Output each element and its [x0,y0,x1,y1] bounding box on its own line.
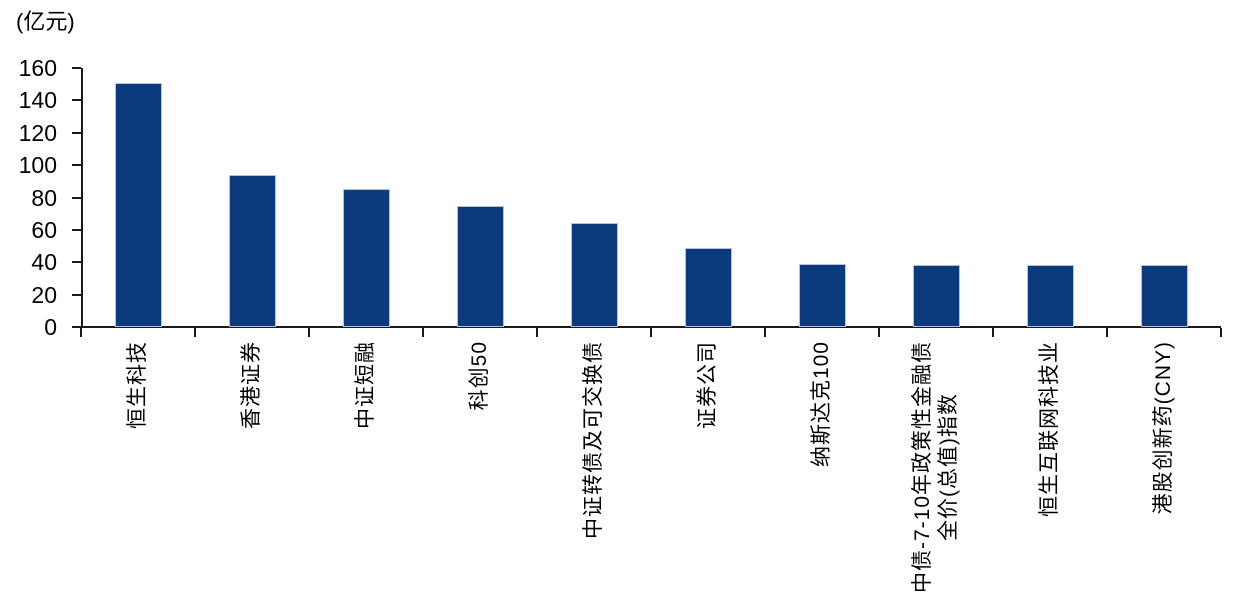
x-axis-tick [1106,328,1108,337]
y-axis-tick [72,67,81,69]
x-axis-category-label: 港股创新药(CNY) [1152,341,1175,515]
y-axis-unit-label: (亿元) [16,9,75,34]
y-axis-tick [72,293,81,296]
y-axis-tick-label: 0 [44,314,57,340]
x-axis-tick [650,328,652,337]
bar [684,247,732,327]
y-axis-tick-label: 100 [18,152,57,179]
y-axis-tick-label: 20 [31,281,57,308]
x-axis-category-label: 恒生互联网科技业 [1038,341,1061,517]
bar [228,174,276,327]
bar [912,265,960,327]
x-axis-tick [992,328,994,337]
y-axis-tick [72,164,81,167]
x-axis-line [81,326,1221,328]
bar [798,263,846,327]
bar [114,82,162,327]
x-axis-category-label: 科创50 [468,341,491,411]
x-axis-tick [764,328,766,337]
y-axis-tick [72,326,81,328]
y-axis-tick [72,131,81,134]
bar [570,223,618,327]
x-axis-tick [1220,328,1222,337]
y-axis-tick-label: 60 [31,216,57,243]
x-axis-tick [80,328,82,337]
x-axis-tick [194,328,196,337]
y-axis-tick [72,99,81,102]
y-axis-tick [72,261,81,264]
y-axis-tick [72,228,81,231]
bar [1140,265,1188,327]
x-axis-tick [878,328,880,337]
x-axis-tick [422,328,424,337]
y-axis-tick-label: 40 [31,249,57,276]
x-axis-category-label: 香港证券 [240,341,263,429]
x-axis-category-label: 中证短融 [354,341,377,429]
y-axis-tick [72,196,81,199]
x-axis-category-label: 中证转债及可交换债 [582,341,605,539]
y-axis-line [81,68,83,327]
y-axis-tick-label: 140 [18,87,57,114]
x-axis-category-label: 恒生科技 [126,341,149,429]
x-axis-category-label: 中债-7-10年政策性金融债 全价(总值)指数 [911,341,960,594]
y-axis-tick-label: 80 [31,184,57,211]
x-axis-tick [308,328,310,337]
bar [342,189,390,327]
x-axis-tick [536,328,538,337]
bar [1026,265,1074,327]
bar [456,205,504,327]
y-axis-tick-label: 120 [18,119,57,146]
y-axis-tick-label: 160 [18,55,57,81]
x-axis-category-label: 纳斯达克100 [810,341,833,468]
x-axis-category-label: 证券公司 [696,341,719,429]
